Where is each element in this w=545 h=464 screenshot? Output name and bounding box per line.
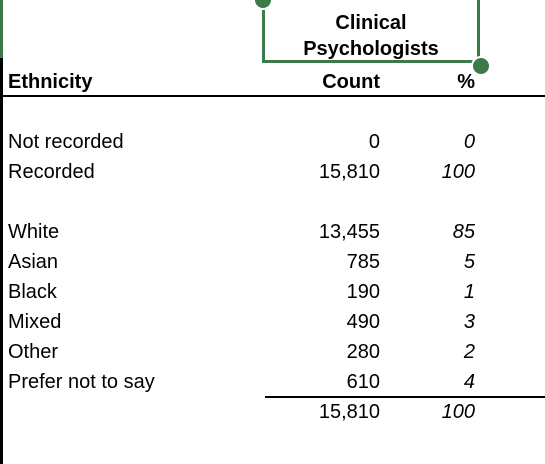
row-percent: 0 [463,131,475,153]
header-percent: % [457,71,475,93]
column-title[interactable]: Clinical Psychologists [265,10,477,62]
cell-selection-box[interactable] [262,0,480,63]
row-percent: 4 [463,371,475,393]
table-row-white: White 13,455 85 [0,217,545,247]
row-selection-marker [0,0,3,58]
row-percent: 3 [463,311,475,333]
total-count: 15,810 [318,401,380,423]
header-ethnicity: Ethnicity [8,71,93,93]
table-row-other: Other 280 2 [0,337,545,367]
row-percent: 2 [463,341,475,363]
sheet-left-border [0,0,3,464]
row-count: 280 [346,341,380,363]
table-row-black: Black 190 1 [0,277,545,307]
row-label: Not recorded [8,131,124,153]
total-line [265,396,545,398]
selection-handle-bottom-right[interactable] [471,56,491,76]
column-title-line2: Psychologists [303,38,439,60]
header-underline [3,95,545,97]
row-count: 15,810 [318,161,380,183]
row-label: Asian [8,251,59,273]
row-count: 0 [368,131,380,153]
row-count: 490 [346,311,380,333]
table-row-prefer-not-to-say: Prefer not to say 610 4 [0,367,545,397]
row-label: Black [8,281,57,303]
row-label: White [8,221,60,243]
table-row-recorded: Recorded 15,810 100 [0,157,545,187]
row-label: Recorded [8,161,95,183]
row-label: Other [8,341,59,363]
row-percent: 85 [452,221,475,243]
row-label: Mixed [8,311,62,333]
table-row-mixed: Mixed 490 3 [0,307,545,337]
row-count: 785 [346,251,380,273]
row-percent: 1 [463,281,475,303]
row-count: 610 [346,371,380,393]
total-percent: 100 [441,401,475,423]
row-count: 190 [346,281,380,303]
row-percent: 100 [441,161,475,183]
table-row-not-recorded: Not recorded 0 0 [0,127,545,157]
header-count: Count [322,71,380,93]
table-row-asian: Asian 785 5 [0,247,545,277]
table-row-total: 15,810 100 [0,397,545,427]
row-percent: 5 [463,251,475,273]
row-label: Prefer not to say [8,371,155,393]
column-title-line1: Clinical [335,12,407,34]
row-count: 13,455 [318,221,380,243]
